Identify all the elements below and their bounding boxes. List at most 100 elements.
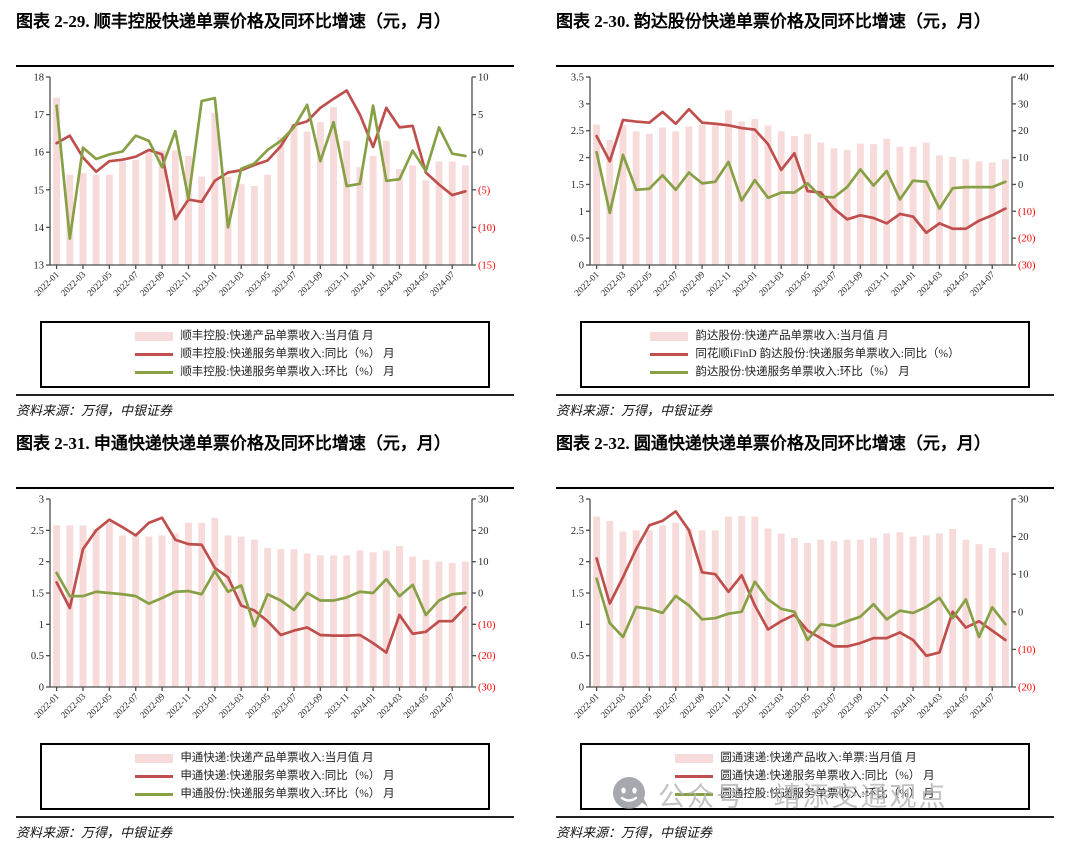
bar	[316, 122, 324, 265]
left-tick-label: 3	[39, 495, 44, 506]
bar	[975, 161, 983, 265]
bar	[369, 552, 377, 687]
left-tick-label: 1.5	[571, 589, 584, 600]
left-tick-label: 1	[579, 620, 584, 631]
bar	[988, 162, 996, 265]
legend-label: 顺丰控股:快递服务单票收入:环比（%） 月	[180, 365, 395, 378]
bar	[870, 537, 877, 687]
left-tick-label: 2	[39, 557, 44, 568]
bar	[593, 124, 601, 265]
bar-swatch	[135, 332, 174, 342]
legend-label: 同花顺iFinD 韵达股份:快递服务单票收入:同比（%）	[695, 347, 960, 360]
bar	[843, 150, 851, 265]
x-tick-label: 2022-07	[651, 691, 680, 720]
mom-line	[55, 569, 467, 628]
left-tick-label: 13	[34, 261, 45, 272]
bar	[751, 118, 759, 266]
legend-label: 圆通控股:快递服务单票收入:环比（%） 月	[720, 787, 935, 800]
legend-row: 顺丰控股:快递服务单票收入:同比（%） 月	[135, 346, 395, 364]
legend-label: 韵达股份:快递服务单票收入:环比（%） 月	[695, 365, 910, 378]
bar	[1001, 552, 1009, 687]
x-tick-label: 2023-07	[270, 269, 299, 298]
x-tick-label: 2022-11	[704, 691, 733, 720]
bar	[698, 530, 706, 687]
bar	[145, 536, 153, 687]
bar	[224, 535, 232, 687]
bar	[356, 167, 364, 265]
bar	[422, 559, 430, 687]
bar	[132, 159, 140, 265]
bar	[817, 539, 825, 687]
bar	[382, 550, 390, 687]
x-tick-label: 2024-03	[375, 269, 404, 298]
bar	[277, 549, 285, 687]
bar	[738, 515, 746, 687]
legend-label: 申通快递:快递服务单票收入:同比（%） 月	[180, 769, 395, 782]
legend-row: 申通快递:快递服务单票收入:同比（%） 月	[135, 768, 395, 786]
right-tick-label: (10)	[1018, 207, 1036, 218]
bar	[119, 535, 126, 687]
bar	[685, 529, 693, 687]
left-tick-label: 2.5	[571, 126, 584, 137]
divider	[556, 816, 1054, 819]
bar	[672, 522, 680, 687]
bar	[619, 531, 627, 687]
source-note: 资料来源：万得，中银证券	[16, 403, 173, 419]
x-tick-label: 2024-01	[889, 691, 918, 720]
bar	[764, 528, 772, 687]
bar	[817, 142, 825, 265]
source-note: 资料来源：万得，中银证券	[556, 403, 713, 419]
right-tick-label: (20)	[478, 651, 496, 662]
bar	[896, 146, 904, 265]
bar	[409, 165, 417, 265]
right-tick-label: 10	[478, 557, 489, 568]
bar	[356, 550, 364, 687]
x-tick-label: 2023-05	[243, 691, 272, 720]
bar	[870, 144, 877, 265]
legend-row: 顺丰控股:快递服务单票收入:环比（%） 月	[135, 364, 395, 382]
legend-box: 圆通速递:快递产品收入:单票:当月值 月 圆通快递:快递服务单票收入:同比（%）…	[579, 743, 1031, 811]
figure-title: 图表 2-31. 申通快递快递单票价格及同环比增速（元，月）	[16, 432, 514, 489]
bar	[830, 540, 838, 687]
legend-label: 圆通快递:快递服务单票收入:同比（%） 月	[720, 769, 935, 782]
x-tick-label: 2023-09	[836, 691, 865, 720]
bar-series	[593, 515, 1009, 687]
bar	[659, 525, 666, 687]
x-tick-label: 2022-03	[599, 691, 628, 720]
yto-express-chart: 32.521.510.503020100(10)(20)2022-012022-…	[571, 495, 1036, 721]
right-tick-label: 20	[1018, 532, 1029, 543]
bar	[949, 157, 957, 265]
bar	[158, 535, 166, 687]
x-tick-label: 2024-03	[915, 269, 944, 298]
x-tick-label: 2024-01	[889, 269, 918, 298]
bar	[988, 547, 996, 687]
left-tick-label: 2	[579, 557, 584, 568]
x-tick-label: 2023-07	[810, 269, 839, 298]
left-tick-label: 0.5	[31, 651, 44, 662]
bar	[53, 525, 61, 687]
bar	[725, 516, 732, 687]
legend-box: 申通快递:快递产品单票收入:当月值 月 申通快递:快递服务单票收入:同比（%） …	[39, 743, 491, 811]
mom-line-swatch	[135, 371, 174, 375]
bar	[883, 533, 891, 687]
legend-row: 圆通速递:快递产品收入:单票:当月值 月	[675, 750, 934, 768]
x-tick-label: 2023-01	[190, 269, 219, 298]
right-tick-label: (30)	[478, 683, 496, 694]
bar	[804, 542, 812, 687]
legend-label: 申通快递:快递产品单票收入:当月值 月	[180, 752, 374, 764]
right-tick-label: (10)	[478, 620, 496, 631]
bar	[632, 131, 640, 265]
right-tick-label: 0	[1018, 180, 1023, 191]
x-tick-label: 2022-11	[164, 691, 193, 720]
mom-line	[55, 96, 467, 241]
left-tick-label: 17	[34, 110, 45, 121]
x-tick-label: 2023-07	[270, 691, 299, 720]
bar	[303, 131, 311, 265]
sto-express-chart: 32.521.510.503020100(10)(20)(30)2022-012…	[31, 495, 496, 721]
left-tick-label: 1	[579, 207, 584, 218]
mom-line-swatch	[675, 793, 714, 797]
left-tick-label: 0.5	[571, 651, 584, 662]
right-tick-label: 30	[478, 495, 489, 506]
figure-panel-2-32: 图表 2-32. 圆通快递快递单票价格及同环比增速（元，月） 3 2.5 2 1.5 1…	[540, 422, 1080, 844]
right-tick-label: 40	[1018, 73, 1029, 84]
